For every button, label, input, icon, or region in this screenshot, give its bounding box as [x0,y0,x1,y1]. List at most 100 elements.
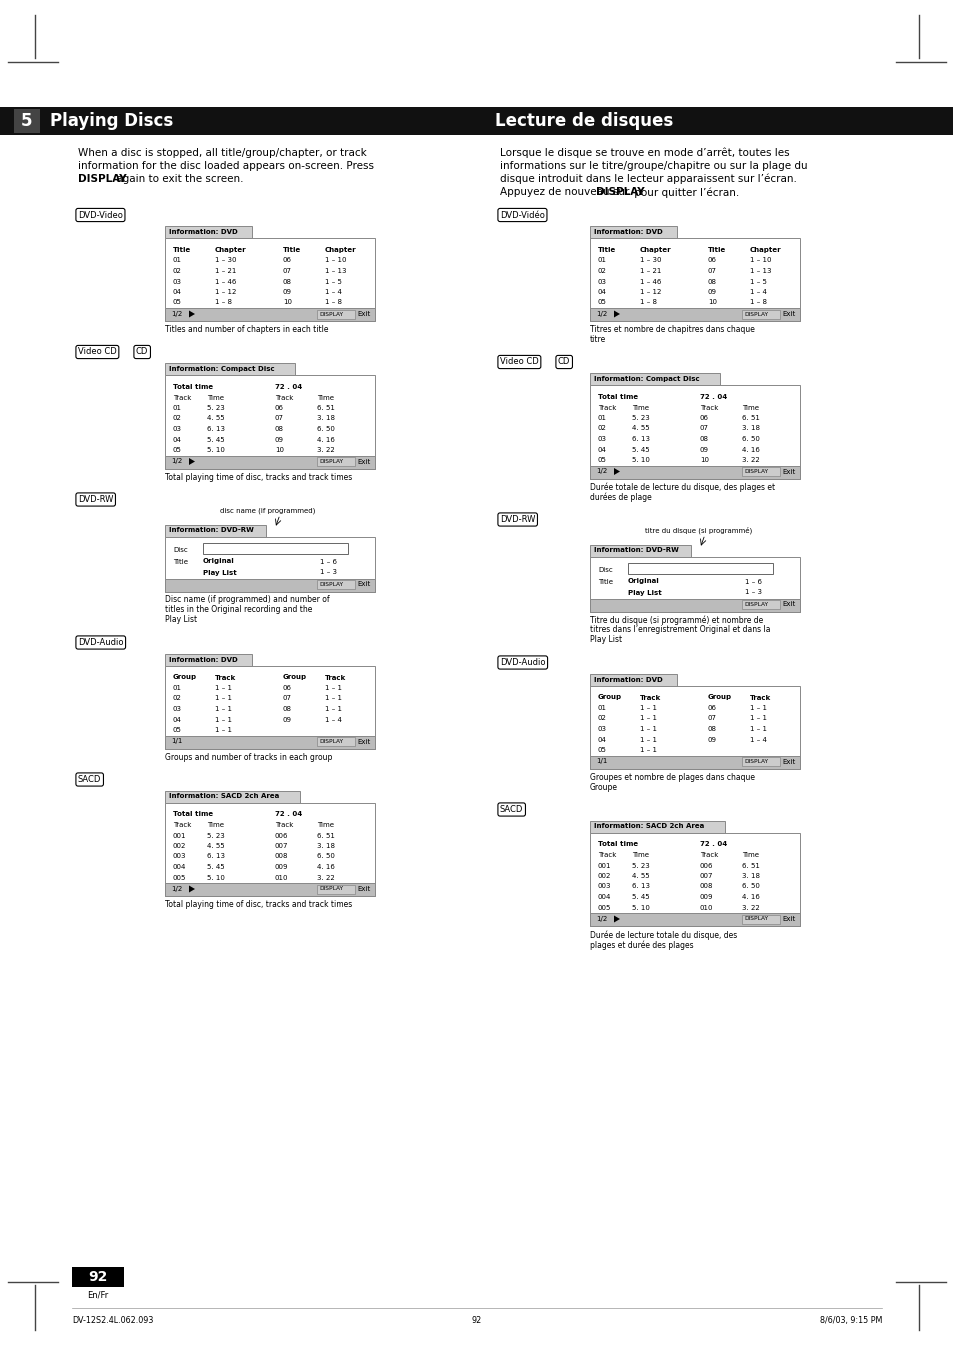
Text: Disc: Disc [172,547,188,553]
Bar [741,467,780,476]
Text: 05: 05 [598,300,606,305]
Text: Appuyez de nouveau sur: Appuyez de nouveau sur [499,186,632,197]
Bar [14,109,40,132]
Text: 1/2: 1/2 [596,916,607,921]
Text: CD: CD [558,358,570,366]
Text: 1 – 1: 1 – 1 [214,696,232,701]
Text: 08: 08 [707,278,717,285]
Text: 06: 06 [274,405,284,411]
Text: Track: Track [274,821,294,828]
Text: Lecture de disques: Lecture de disques [495,112,673,130]
Text: Play List: Play List [165,616,197,624]
Text: Chapter: Chapter [214,247,247,253]
Text: 03: 03 [598,725,606,732]
Text: DVD-Audio: DVD-Audio [499,658,545,667]
Text: DISPLAY: DISPLAY [318,886,343,892]
Text: 09: 09 [274,436,284,443]
Text: Exit: Exit [781,916,795,921]
Text: titre du disque (si programmé): titre du disque (si programmé) [644,526,752,534]
Text: 02: 02 [172,416,182,422]
Text: 4. 16: 4. 16 [741,446,760,453]
Text: DISPLAY: DISPLAY [743,759,767,765]
Text: 1/2: 1/2 [596,311,607,317]
Text: 1 – 1: 1 – 1 [214,707,232,712]
Text: 6. 50: 6. 50 [741,436,760,442]
Text: 1 – 1: 1 – 1 [749,716,766,721]
Text: disque introduit dans le lecteur apparaissent sur l’écran.: disque introduit dans le lecteur apparai… [499,174,796,185]
Text: Information: Compact Disc: Information: Compact Disc [594,376,699,382]
Text: 05: 05 [172,447,182,453]
Text: Exit: Exit [356,581,370,588]
Text: Track: Track [639,694,660,701]
Text: Title: Title [172,558,188,565]
Bar [165,363,294,376]
Text: 07: 07 [707,267,717,274]
Text: 10: 10 [707,300,717,305]
Bar [589,226,676,238]
Text: DISPLAY: DISPLAY [743,312,767,316]
Text: Titres et nombre de chapitres dans chaque: Titres et nombre de chapitres dans chaqu… [589,326,754,334]
Text: 6. 13: 6. 13 [631,884,649,889]
Bar [0,107,953,135]
Text: 1/1: 1/1 [171,739,182,744]
Bar [165,226,252,238]
Text: 5. 45: 5. 45 [631,446,649,453]
Text: Information: DVD: Information: DVD [594,677,662,682]
Text: DVD-Audio: DVD-Audio [78,638,123,647]
Text: 03: 03 [598,436,606,442]
Text: 92: 92 [89,1270,108,1283]
Text: Time: Time [207,821,224,828]
Text: 3. 18: 3. 18 [741,873,760,880]
Text: 3. 18: 3. 18 [316,416,335,422]
Text: 009: 009 [274,865,288,870]
Text: 1 – 4: 1 – 4 [749,736,766,743]
Text: 06: 06 [283,258,292,263]
Text: Durée totale de lecture du disque, des plages et: Durée totale de lecture du disque, des p… [589,482,774,492]
Text: 4. 55: 4. 55 [631,426,649,431]
Text: 08: 08 [283,278,292,285]
Text: 008: 008 [274,854,288,859]
Text: 1 – 1: 1 – 1 [325,696,341,701]
Text: 001: 001 [598,862,611,869]
Text: 1 – 1: 1 – 1 [214,716,232,723]
Text: 005: 005 [598,905,611,911]
Text: 09: 09 [700,446,708,453]
Text: Play List: Play List [627,589,661,596]
Text: 010: 010 [274,874,288,881]
Text: Track: Track [749,694,770,701]
Text: Exit: Exit [356,311,370,317]
Text: 1 – 1: 1 – 1 [639,747,657,753]
Text: Groupes et nombre de plages dans chaque: Groupes et nombre de plages dans chaque [589,773,754,781]
Text: 008: 008 [700,884,713,889]
Text: 007: 007 [274,843,288,848]
Text: Title: Title [172,247,191,253]
Text: 8/6/03, 9:15 PM: 8/6/03, 9:15 PM [819,1316,882,1325]
Bar [316,309,355,319]
Bar [589,685,800,769]
Text: 1 – 1: 1 – 1 [639,705,657,711]
Text: Time: Time [316,821,334,828]
Text: Total time: Total time [172,812,213,817]
Text: 6. 51: 6. 51 [741,415,760,422]
Text: Group: Group [172,674,197,681]
Text: DISPLAY: DISPLAY [318,312,343,316]
Text: Titre du disque (si programmé) et nombre de: Titre du disque (si programmé) et nombre… [589,616,762,626]
Text: 005: 005 [172,874,186,881]
Text: Track: Track [598,852,616,858]
Text: 1 – 6: 1 – 6 [319,558,336,565]
Text: Titles and number of chapters in each title: Titles and number of chapters in each ti… [165,326,328,334]
Text: Title: Title [283,247,301,253]
Text: 3. 22: 3. 22 [741,457,759,463]
Text: DISPLAY: DISPLAY [318,739,343,744]
Text: Chapter: Chapter [639,247,671,253]
Bar [165,735,375,748]
Bar [741,600,780,609]
Text: 5. 23: 5. 23 [631,415,649,422]
Text: 1 – 4: 1 – 4 [325,289,341,295]
Text: Title: Title [598,247,616,253]
Text: 5. 23: 5. 23 [631,862,649,869]
Text: 05: 05 [598,457,606,463]
Text: DVD-Video: DVD-Video [78,211,123,219]
Text: 1 – 13: 1 – 13 [325,267,346,274]
Bar [165,455,375,469]
